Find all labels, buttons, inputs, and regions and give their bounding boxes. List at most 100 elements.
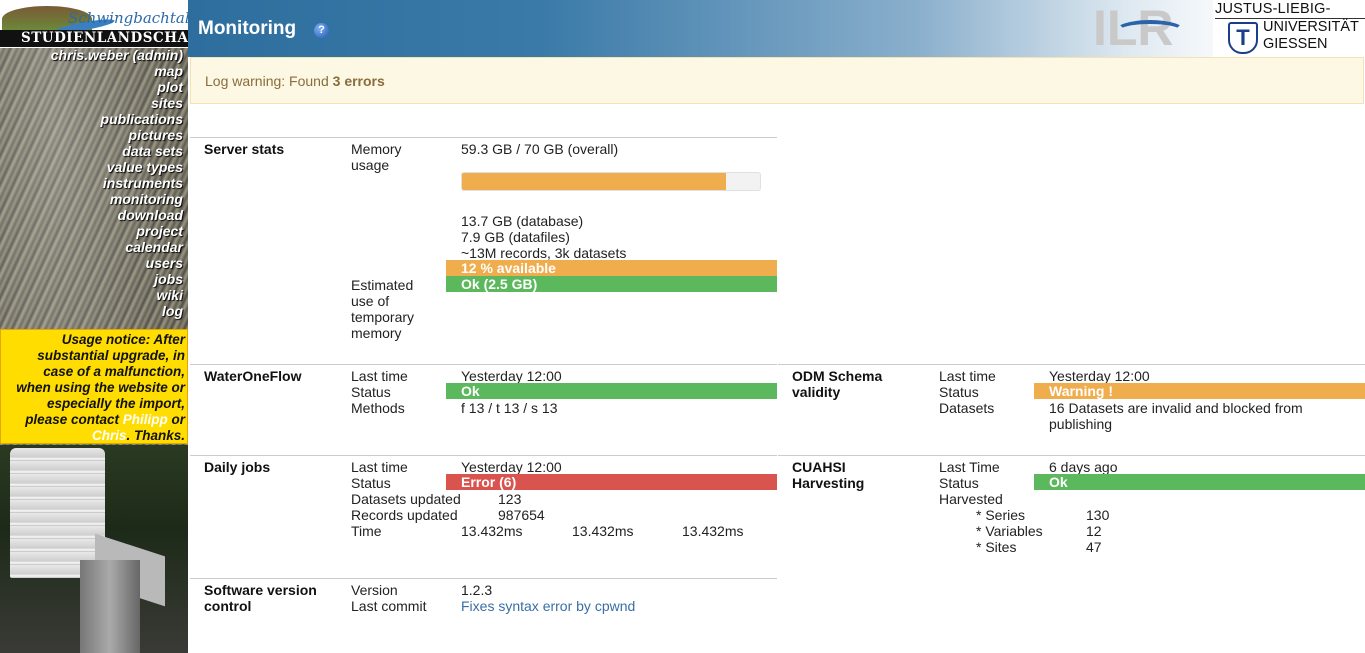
notice-link-chris[interactable]: Chris xyxy=(91,428,127,443)
harvested-series-value: 130 xyxy=(1086,507,1110,523)
nav-plot[interactable]: plot xyxy=(157,79,183,95)
jobs-last-time: Yesterday 12:00 xyxy=(461,459,562,475)
records-updated: 987654 xyxy=(498,507,545,523)
harvested-sites-label: * Sites xyxy=(976,539,1017,555)
odm-last-time: Yesterday 12:00 xyxy=(1049,368,1150,384)
ilr-wave-icon xyxy=(1115,20,1185,42)
software-version-panel: Software version control Version 1.2.3 L… xyxy=(190,578,777,648)
memory-progress-bar xyxy=(461,172,761,191)
wof-last-time: Yesterday 12:00 xyxy=(461,368,562,384)
datasets-updated-label: Datasets updated xyxy=(351,491,461,507)
wof-status-label: Status xyxy=(351,384,391,400)
notice-link-philipp[interactable]: Philipp xyxy=(122,412,168,427)
current-user[interactable]: chris.weber (admin) xyxy=(50,47,183,63)
harvested-variables-value: 12 xyxy=(1086,523,1102,539)
nav-wiki[interactable]: wiki xyxy=(156,287,183,303)
odm-status-badge: Warning ! xyxy=(1034,383,1365,399)
odm-datasets: 16 Datasets are invalid and blocked from… xyxy=(1049,400,1303,432)
memory-progress-fill xyxy=(462,173,726,190)
memory-usage-label: Memory usage xyxy=(351,141,402,173)
nav-map[interactable]: map xyxy=(154,63,183,79)
records-updated-label: Records updated xyxy=(351,507,458,523)
nav-data-sets[interactable]: data sets xyxy=(122,143,183,159)
wateroneflow-panel: WaterOneFlow Last time Yesterday 12:00 S… xyxy=(190,364,777,455)
ilr-logo[interactable]: ILR xyxy=(1093,2,1213,54)
wof-last-time-label: Last time xyxy=(351,368,408,384)
memory-usage-value: 59.3 GB / 70 GB (overall) xyxy=(461,141,619,157)
page-header: Monitoring ? ILR JUSTUS-LIEBIG- T UNIVER… xyxy=(188,0,1365,57)
nav-calendar[interactable]: calendar xyxy=(125,239,183,255)
odm-last-time-label: Last time xyxy=(939,368,996,384)
jobs-status-label: Status xyxy=(351,475,391,491)
cuahsi-status-badge: Ok xyxy=(1034,474,1365,490)
pole-image xyxy=(80,560,140,653)
temp-memory-label: Estimated use of temporary memory xyxy=(351,277,415,341)
harvested-variables-label: * Variables xyxy=(976,523,1043,539)
cuahsi-status-label: Status xyxy=(939,475,979,491)
logo-script-text: Schwingbachtal xyxy=(68,9,188,27)
nav-log[interactable]: log xyxy=(162,303,183,319)
warning-prefix: Log warning: Found xyxy=(205,73,333,89)
jlu-line2-text: UNIVERSITÄT xyxy=(1263,19,1359,35)
harvested-label: Harvested xyxy=(939,491,1003,507)
odm-title: ODM Schema validity xyxy=(792,368,883,400)
jlu-line1: JUSTUS-LIEBIG- xyxy=(1215,1,1331,17)
warning-count: 3 errors xyxy=(332,73,385,89)
datafiles-size: 7.9 GB (datafiles) xyxy=(461,229,570,245)
page-title: Monitoring xyxy=(198,18,297,39)
jobs-time-1: 13.432ms xyxy=(461,523,523,539)
jobs-last-time-label: Last time xyxy=(351,459,408,475)
last-commit-link[interactable]: Fixes syntax error by cpwnd xyxy=(461,598,636,614)
nav-value-types[interactable]: value types xyxy=(106,159,183,175)
version-label: Version xyxy=(351,582,398,598)
jlu-logo[interactable]: JUSTUS-LIEBIG- T UNIVERSITÄT GIESSEN xyxy=(1213,0,1365,57)
logo-title: STUDIENLANDSCHAFT xyxy=(21,30,188,46)
help-icon[interactable]: ? xyxy=(314,23,329,38)
nav-instruments[interactable]: instruments xyxy=(102,175,183,191)
notice-or: or xyxy=(167,412,185,427)
server-stats-title: Server stats xyxy=(204,141,285,157)
memory-available-badge: 12 % available xyxy=(446,260,777,276)
nav-project[interactable]: project xyxy=(136,223,183,239)
records-count: ~13M records, 3k datasets xyxy=(461,245,627,261)
usage-notice: Usage notice: After substantial upgrade,… xyxy=(0,329,188,444)
logo-bar: STUDIENLANDSCHAFT xyxy=(0,30,188,47)
nav-publications[interactable]: publications xyxy=(100,111,183,127)
jlu-line3-text: GIESSEN xyxy=(1263,36,1328,52)
software-title: Software version control xyxy=(204,582,317,614)
sidebar: Schwingbachtal STUDIENLANDSCHAFT chris.w… xyxy=(0,0,188,653)
nav-users[interactable]: users xyxy=(145,255,183,271)
nav-download[interactable]: download xyxy=(117,207,183,223)
wof-methods: f 13 / t 13 / s 13 xyxy=(461,400,558,416)
harvested-sites-value: 47 xyxy=(1086,539,1102,555)
last-commit-label: Last commit xyxy=(351,598,427,614)
daily-jobs-title: Daily jobs xyxy=(204,459,271,475)
odm-status-label: Status xyxy=(939,384,979,400)
cuahsi-title: CUAHSI Harvesting xyxy=(792,459,865,491)
temp-memory-status: Ok (2.5 GB) xyxy=(446,276,777,292)
daily-jobs-panel: Daily jobs Last time Yesterday 12:00 Sta… xyxy=(190,455,777,578)
jlu-rule xyxy=(1215,18,1365,19)
jobs-status-badge: Error (6) xyxy=(446,474,777,490)
nav-sites[interactable]: sites xyxy=(151,95,183,111)
jobs-time-3: 13.432ms xyxy=(682,523,744,539)
notice-thanks: . Thanks. xyxy=(126,428,185,443)
datasets-updated: 123 xyxy=(498,491,522,507)
cuahsi-last-time: 6 days ago xyxy=(1049,459,1118,475)
server-stats-panel: Server stats Memory usage 59.3 GB / 70 G… xyxy=(190,137,777,364)
cuahsi-last-time-label: Last Time xyxy=(939,459,1000,475)
wateroneflow-title: WaterOneFlow xyxy=(204,368,302,384)
cuahsi-panel: CUAHSI Harvesting Last Time 6 days ago S… xyxy=(778,455,1365,578)
radiation-shield-image xyxy=(10,448,105,578)
jlu-line2: UNIVERSITÄT GIESSEN xyxy=(1263,19,1359,53)
site-logo[interactable]: Schwingbachtal STUDIENLANDSCHAFT xyxy=(0,0,188,48)
jobs-time-2: 13.432ms xyxy=(572,523,634,539)
notice-text: Usage notice: After substantial upgrade,… xyxy=(16,332,185,427)
nav-jobs[interactable]: jobs xyxy=(154,271,183,287)
nav-pictures[interactable]: pictures xyxy=(128,127,183,143)
odm-schema-panel: ODM Schema validity Last time Yesterday … xyxy=(778,364,1365,455)
main-navigation: chris.weber (admin) map plot sites publi… xyxy=(51,47,183,319)
database-size: 13.7 GB (database) xyxy=(461,213,584,229)
nav-monitoring[interactable]: monitoring xyxy=(109,191,183,207)
version-value: 1.2.3 xyxy=(461,582,493,598)
